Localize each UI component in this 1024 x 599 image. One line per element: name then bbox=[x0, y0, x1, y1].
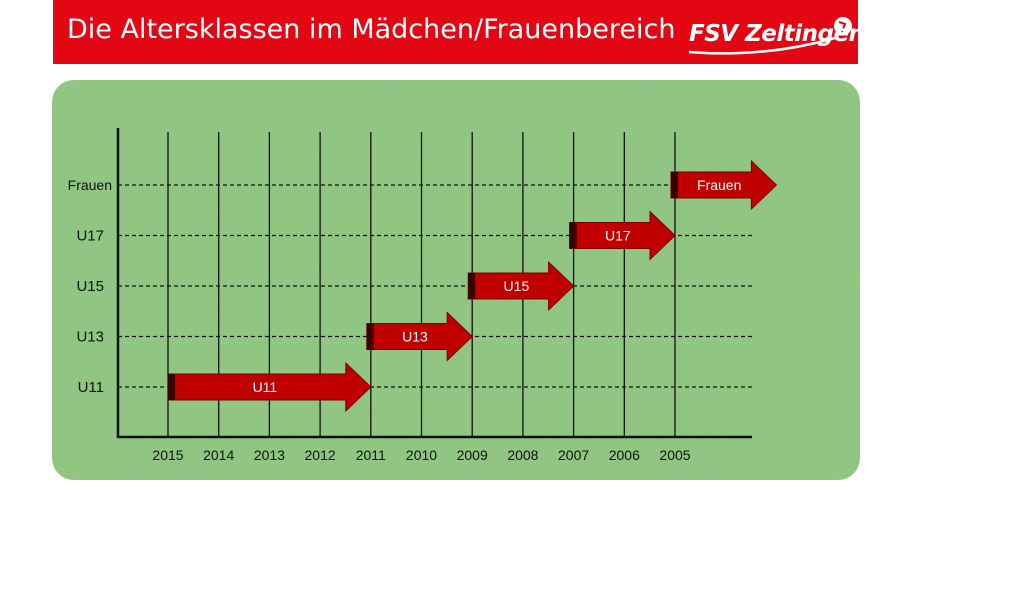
arrow-U15: U15 bbox=[467, 260, 575, 312]
year-label-2011: 2011 bbox=[356, 447, 386, 463]
year-label-2008: 2008 bbox=[507, 447, 538, 463]
year-label-2013: 2013 bbox=[254, 447, 285, 463]
axes bbox=[116, 128, 752, 439]
year-label-2015: 2015 bbox=[152, 447, 183, 463]
class-labels: Frauen U17 U15 U13 U11 bbox=[68, 177, 112, 396]
header-bar: Die Altersklassen im Mädchen/Frauenberei… bbox=[53, 0, 865, 64]
arrow-shape-U17 bbox=[569, 210, 676, 261]
class-label-U13: U13 bbox=[76, 329, 104, 346]
grass-texture bbox=[52, 80, 860, 480]
arrow-tail-U15 bbox=[468, 273, 476, 299]
year-label-2007: 2007 bbox=[558, 447, 589, 463]
arrow-tail-Frauen bbox=[671, 172, 678, 198]
year-label-2014: 2014 bbox=[203, 447, 234, 463]
arrow-tail-U17 bbox=[569, 222, 577, 249]
arrow-label-U17: U17 bbox=[605, 228, 631, 244]
grass-background bbox=[52, 80, 860, 480]
class-label-U15: U15 bbox=[76, 278, 104, 295]
class-label-Frauen: Frauen bbox=[68, 177, 112, 193]
arrow-label-U11: U11 bbox=[253, 379, 278, 395]
arrows: U11 U13 U15 U17 Frauen bbox=[167, 159, 778, 413]
year-label-2012: 2012 bbox=[305, 447, 336, 463]
logo-text: FSV Zeltingen bbox=[689, 21, 865, 47]
arrow-tail-U11 bbox=[168, 374, 175, 400]
logo-swoosh-icon bbox=[688, 17, 852, 55]
year-label-2006: 2006 bbox=[609, 447, 640, 463]
arrow-U11: U11 bbox=[167, 361, 372, 413]
year-label-2009: 2009 bbox=[457, 447, 488, 463]
arrow-shape-U11 bbox=[167, 361, 372, 413]
club-logo: FSV Zeltingen bbox=[685, 8, 865, 58]
arrow-shape-U13 bbox=[366, 311, 473, 362]
arrow-Frauen: Frauen bbox=[670, 159, 778, 211]
arrow-shape-U15 bbox=[467, 260, 575, 312]
arrow-shape-Frauen bbox=[670, 159, 778, 211]
year-label-2010: 2010 bbox=[406, 447, 437, 463]
arrow-U17: U17 bbox=[569, 210, 676, 261]
arrow-label-U13: U13 bbox=[402, 329, 428, 345]
arrow-tail-U13 bbox=[366, 323, 374, 350]
year-labels: 2015 2014 2013 2012 2011 2010 2009 2008 2007 2006… bbox=[152, 447, 690, 463]
class-label-U17: U17 bbox=[76, 228, 104, 245]
year-label-2005: 2005 bbox=[659, 447, 690, 463]
class-label-U11: U11 bbox=[78, 379, 104, 396]
arrow-U13: U13 bbox=[366, 311, 473, 362]
arrow-label-Frauen: Frauen bbox=[697, 177, 741, 193]
arrow-label-U15: U15 bbox=[504, 278, 530, 294]
page-title: Die Altersklassen im Mädchen/Frauenberei… bbox=[67, 14, 676, 45]
